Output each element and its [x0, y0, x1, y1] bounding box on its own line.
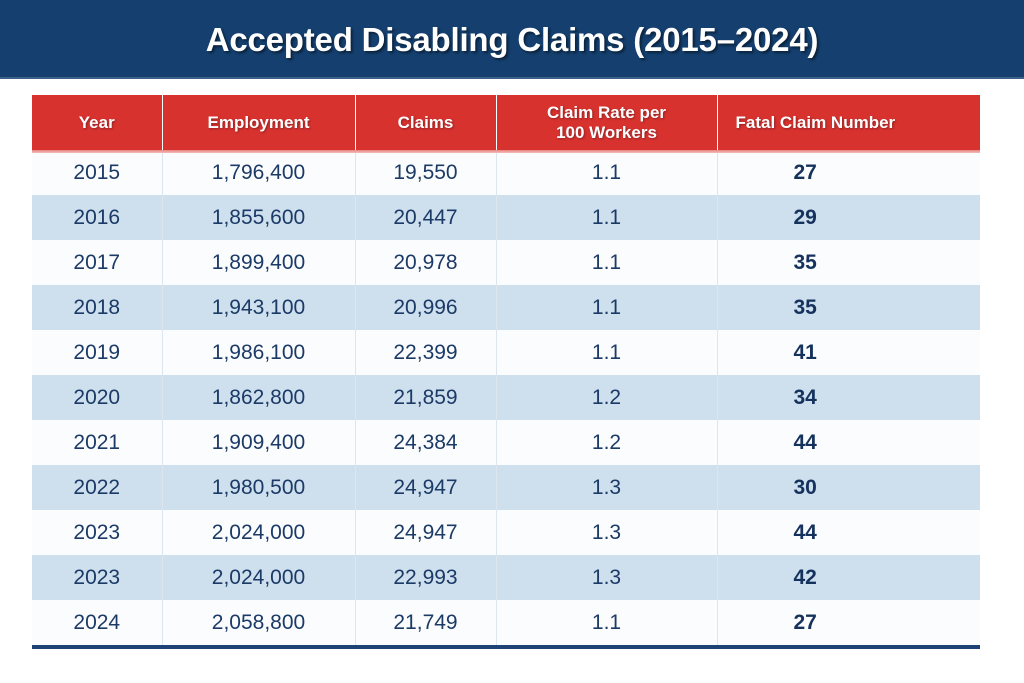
cell-year: 2023: [32, 510, 163, 555]
cell-claim-rate: 1.1: [496, 240, 718, 285]
cell-year: 2023: [32, 555, 163, 600]
table-row[interactable]: 2021 1,909,400 24,384 1.2 44: [32, 420, 980, 465]
claims-table-container: Year Employment Claims Claim Rate per 10…: [32, 95, 980, 645]
cell-employment: 1,855,600: [162, 195, 356, 240]
table-row[interactable]: 2023 2,024,000 24,947 1.3 44: [32, 510, 980, 555]
cell-fatal-claim-number: 35: [793, 295, 817, 319]
cell-claim-rate: 1.3: [496, 510, 718, 555]
column-header-claims[interactable]: Claims: [355, 95, 497, 150]
cell-fatal-claim-number: 27: [793, 610, 817, 634]
table-row[interactable]: 2022 1,980,500 24,947 1.3 30: [32, 465, 980, 510]
cell-year: 2019: [32, 330, 163, 375]
column-header-employment[interactable]: Employment: [162, 95, 356, 150]
title-banner: Accepted Disabling Claims (2015–2024): [0, 0, 1024, 79]
cell-year: 2024: [32, 600, 163, 645]
cell-claim-rate: 1.1: [496, 285, 718, 330]
table-row[interactable]: 2015 1,796,400 19,550 1.1 27: [32, 150, 980, 195]
cell-fatal-claim-number: 27: [793, 160, 817, 184]
table-row[interactable]: 2018 1,943,100 20,996 1.1 35: [32, 285, 980, 330]
cell-claims: 19,550: [355, 150, 497, 195]
cell-claim-rate: 1.2: [496, 375, 718, 420]
table-bottom-rule: [32, 645, 980, 649]
cell-claims: 22,399: [355, 330, 497, 375]
cell-claim-rate: 1.2: [496, 420, 718, 465]
cell-claims: 24,947: [355, 465, 497, 510]
cell-claims: 20,978: [355, 240, 497, 285]
cell-year: 2017: [32, 240, 163, 285]
table-row[interactable]: 2016 1,855,600 20,447 1.1 29: [32, 195, 980, 240]
column-header-claim-rate[interactable]: Claim Rate per 100 Workers: [496, 95, 718, 150]
cell-employment: 2,024,000: [162, 510, 356, 555]
cell-fatal-claim-number: 42: [793, 565, 817, 589]
cell-fatal-claim-number: 35: [793, 250, 817, 274]
header-underline-rule: [32, 150, 980, 153]
column-header-claim-rate-line1: Claim Rate per: [546, 102, 667, 122]
cell-fatal-claim-number: 41: [793, 340, 817, 364]
cell-year: 2015: [32, 150, 163, 195]
page-title: Accepted Disabling Claims (2015–2024): [205, 20, 819, 58]
cell-claim-rate: 1.3: [496, 465, 718, 510]
cell-employment: 1,862,800: [162, 375, 356, 420]
table-row[interactable]: 2023 2,024,000 22,993 1.3 42: [32, 555, 980, 600]
cell-claims: 22,993: [355, 555, 497, 600]
cell-claims: 20,996: [355, 285, 497, 330]
table-row[interactable]: 2019 1,986,100 22,399 1.1 41: [32, 330, 980, 375]
cell-employment: 1,899,400: [162, 240, 356, 285]
cell-claims: 24,947: [355, 510, 497, 555]
cell-year: 2016: [32, 195, 163, 240]
cell-year: 2018: [32, 285, 163, 330]
cell-employment: 1,943,100: [162, 285, 356, 330]
column-header-claim-rate-line2: 100 Workers: [556, 122, 657, 142]
cell-fatal-claim-number: 44: [793, 430, 817, 454]
table-header: Year Employment Claims Claim Rate per 10…: [32, 95, 980, 150]
cell-employment: 1,980,500: [162, 465, 356, 510]
cell-claim-rate: 1.1: [496, 195, 718, 240]
table-body: 2015 1,796,400 19,550 1.1 27 2016 1,855,600 20,…: [32, 150, 980, 645]
cell-employment: 1,796,400: [162, 150, 356, 195]
table-row[interactable]: 2017 1,899,400 20,978 1.1 35: [32, 240, 980, 285]
cell-claim-rate: 1.1: [496, 330, 718, 375]
table-row[interactable]: 2024 2,058,800 21,749 1.1 27: [32, 600, 980, 645]
cell-year: 2020: [32, 375, 163, 420]
cell-claim-rate: 1.1: [496, 150, 718, 195]
table-header-row: Year Employment Claims Claim Rate per 10…: [32, 95, 980, 150]
column-header-fatal-claim-number[interactable]: Fatal Claim Number: [735, 112, 896, 132]
cell-fatal-claim-number: 29: [793, 205, 817, 229]
cell-year: 2021: [32, 420, 163, 465]
cell-claims: 24,384: [355, 420, 497, 465]
cell-claim-rate: 1.3: [496, 555, 718, 600]
cell-fatal-claim-number: 30: [793, 475, 817, 499]
cell-claims: 21,749: [355, 600, 497, 645]
cell-employment: 1,986,100: [162, 330, 356, 375]
column-header-year[interactable]: Year: [32, 95, 163, 150]
cell-claim-rate: 1.1: [496, 600, 718, 645]
cell-employment: 2,024,000: [162, 555, 356, 600]
cell-year: 2022: [32, 465, 163, 510]
cell-employment: 1,909,400: [162, 420, 356, 465]
cell-fatal-claim-number: 44: [793, 520, 817, 544]
cell-employment: 2,058,800: [162, 600, 356, 645]
table-row[interactable]: 2020 1,862,800 21,859 1.2 34: [32, 375, 980, 420]
cell-fatal-claim-number: 34: [793, 385, 817, 409]
cell-claims: 20,447: [355, 195, 497, 240]
claims-table: Year Employment Claims Claim Rate per 10…: [32, 95, 980, 645]
cell-claims: 21,859: [355, 375, 497, 420]
